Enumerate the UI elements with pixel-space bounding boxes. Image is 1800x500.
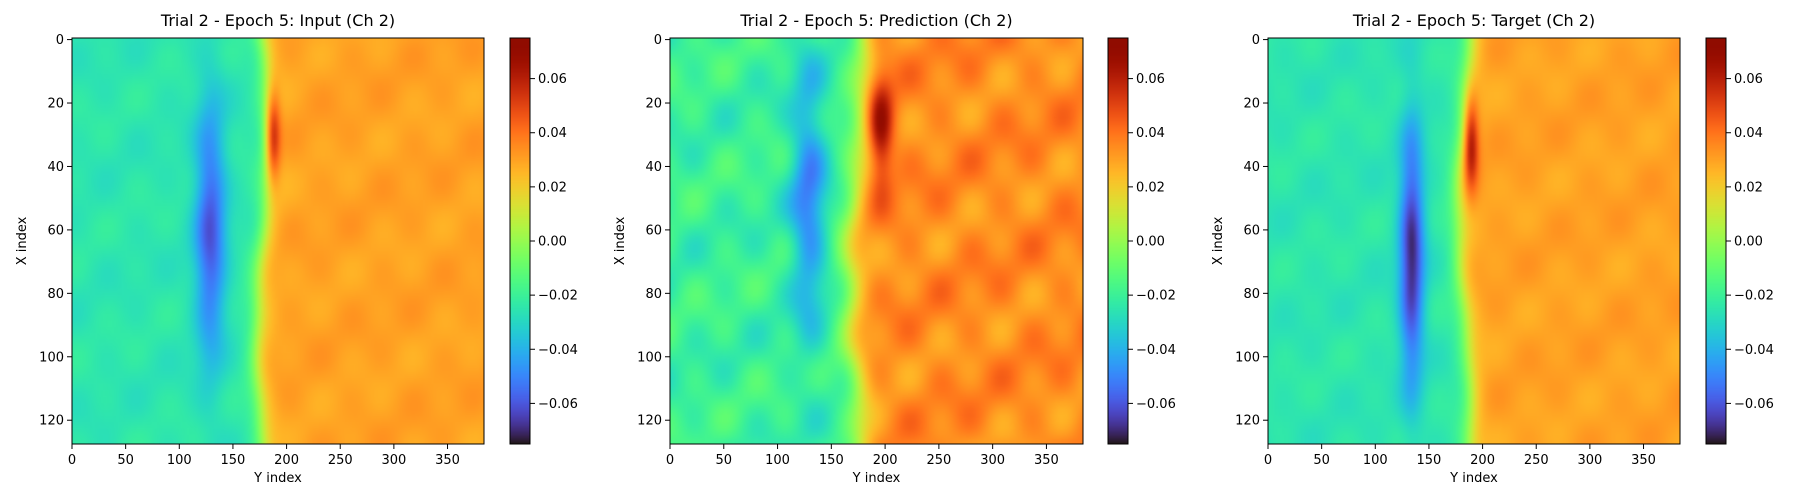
y-tick-label: 120: [637, 414, 662, 429]
x-tick-label: 350: [1631, 453, 1656, 468]
colorbar: 0.06 0.04 0.02 0.00 −0.02 −0.04 −0.06: [509, 37, 578, 445]
colorbar-tick-label: −0.04: [1734, 343, 1774, 358]
colorbar: 0.06 0.04 0.02 0.00 −0.02 −0.04 −0.06: [1705, 37, 1774, 445]
colorbar-tick-label: 0.02: [538, 180, 567, 195]
y-tick-label: 80: [1243, 287, 1260, 302]
y-tick-label: 120: [39, 414, 64, 429]
y-tick-label: 100: [1235, 350, 1260, 365]
heatmap-image: [72, 38, 484, 444]
y-tick-label: 20: [47, 97, 64, 112]
x-tick-label: 250: [926, 453, 951, 468]
colorbar-tick-label: 0.00: [538, 235, 567, 250]
y-tick-label: 60: [47, 223, 64, 238]
y-tick-label: 40: [47, 160, 64, 175]
heatmap-image: [670, 38, 1083, 444]
y-axis-label: X index: [1211, 216, 1226, 265]
panel-1: Trial 2 - Epoch 5: Input (Ch 2) 0 50 100 150…: [15, 11, 578, 486]
y-tick-label: 40: [1243, 160, 1260, 175]
y-axis-label: X index: [613, 216, 628, 265]
y-tick-label: 80: [47, 287, 64, 302]
x-tick-label: 250: [1524, 453, 1549, 468]
colorbar-tick-label: −0.06: [1734, 397, 1774, 412]
colorbar-tick-label: 0.00: [1734, 235, 1763, 250]
colorbar-tick-label: 0.06: [538, 72, 567, 87]
colorbar-tick-label: 0.04: [1734, 126, 1763, 141]
y-tick-label: 120: [1235, 414, 1260, 429]
x-tick-label: 250: [328, 453, 353, 468]
x-tick-label: 50: [716, 453, 733, 468]
colorbar-tick-label: 0.06: [1734, 72, 1763, 87]
y-axis-label: X index: [15, 216, 30, 265]
plot-frame: [71, 37, 485, 445]
x-tick-label: 50: [1313, 453, 1330, 468]
x-tick-label: 350: [1034, 453, 1059, 468]
colorbar-tick-label: −0.04: [1136, 343, 1176, 358]
x-tick-label: 200: [1470, 453, 1495, 468]
colorbar-tick-label: 0.04: [1136, 126, 1165, 141]
x-tick-label: 200: [873, 453, 898, 468]
colorbar-tick-label: −0.06: [1136, 397, 1176, 412]
x-tick-label: 300: [381, 453, 406, 468]
chart-title: Trial 2 - Epoch 5: Target (Ch 2): [1352, 11, 1595, 30]
x-tick-label: 0: [68, 453, 76, 468]
x-tick-label: 0: [666, 453, 674, 468]
x-tick-label: 350: [435, 453, 460, 468]
y-tick-label: 0: [56, 33, 64, 48]
colorbar: 0.06 0.04 0.02 0.00 −0.02 −0.04 −0.06: [1107, 37, 1176, 445]
x-tick-label: 150: [221, 453, 246, 468]
y-tick-label: 0: [1252, 33, 1260, 48]
x-tick-label: 100: [1363, 453, 1388, 468]
colorbar-tick-label: −0.04: [538, 343, 578, 358]
x-tick-label: 150: [1417, 453, 1442, 468]
plot-frame: [1267, 37, 1681, 445]
colorbar-tick-label: −0.02: [1734, 289, 1774, 304]
chart-title: Trial 2 - Epoch 5: Input (Ch 2): [160, 11, 395, 30]
x-axis-label: Y index: [852, 471, 901, 486]
x-tick-label: 100: [765, 453, 790, 468]
colorbar-tick-label: 0.02: [1734, 180, 1763, 195]
y-tick-label: 0: [654, 33, 662, 48]
chart-title: Trial 2 - Epoch 5: Prediction (Ch 2): [739, 11, 1012, 30]
panel-3: Trial 2 - Epoch 5: Target (Ch 2) 0 50 100 15…: [1211, 11, 1774, 486]
colorbar-tick-label: 0.04: [538, 126, 567, 141]
colorbar-gradient: [1706, 38, 1726, 444]
colorbar-gradient: [510, 38, 530, 444]
panel-2: Trial 2 - Epoch 5: Prediction (Ch 2) 0 50 1…: [613, 11, 1176, 486]
x-tick-label: 200: [274, 453, 299, 468]
y-tick-label: 20: [1243, 97, 1260, 112]
y-tick-label: 100: [637, 350, 662, 365]
x-tick-label: 0: [1264, 453, 1272, 468]
x-axis-label: Y index: [1449, 471, 1498, 486]
x-tick-label: 150: [819, 453, 844, 468]
colorbar-tick-label: −0.06: [538, 397, 578, 412]
y-tick-label: 60: [1243, 223, 1260, 238]
colorbar-tick-label: 0.00: [1136, 235, 1165, 250]
heatmap-image: [1268, 38, 1680, 444]
y-tick-label: 60: [645, 223, 662, 238]
x-tick-label: 100: [167, 453, 192, 468]
colorbar-tick-label: −0.02: [1136, 289, 1176, 304]
y-tick-label: 20: [645, 97, 662, 112]
x-tick-label: 50: [117, 453, 134, 468]
y-tick-label: 80: [645, 287, 662, 302]
y-tick-label: 100: [39, 350, 64, 365]
x-tick-label: 300: [1577, 453, 1602, 468]
x-tick-label: 300: [980, 453, 1005, 468]
colorbar-tick-label: −0.02: [538, 289, 578, 304]
x-axis-label: Y index: [253, 471, 302, 486]
plot-frame: [669, 37, 1084, 445]
colorbar-tick-label: 0.06: [1136, 72, 1165, 87]
y-tick-label: 40: [645, 160, 662, 175]
colorbar-tick-label: 0.02: [1136, 180, 1165, 195]
colorbar-gradient: [1108, 38, 1128, 444]
